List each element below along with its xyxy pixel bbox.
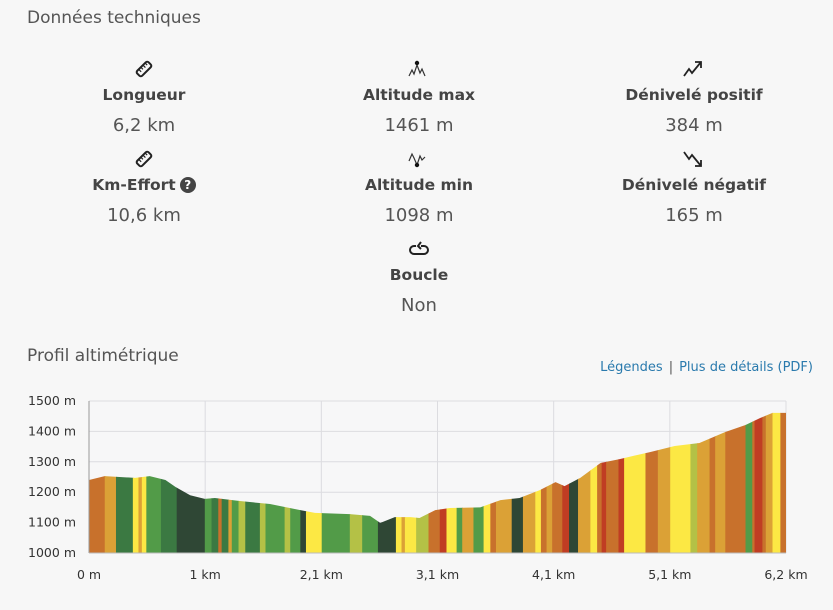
stat-altitude-min: Altitude min 1098 m	[289, 148, 549, 226]
y-tick-label: 1100 m	[28, 515, 76, 530]
altitude-max-icon	[289, 58, 549, 80]
x-tick-label: 6,2 km	[764, 567, 807, 582]
profile-title: Profil altimétrique	[27, 346, 179, 366]
slope-segment	[780, 412, 786, 553]
y-tick-label: 1500 m	[28, 393, 76, 408]
stat-km-effort: Km-Effort? 10,6 km	[14, 148, 274, 226]
slope-segment	[715, 412, 726, 553]
slope-segment	[709, 412, 716, 553]
x-tick-label: 0 m	[77, 567, 101, 582]
slope-segment	[590, 412, 598, 553]
elevation-gain-icon	[564, 58, 824, 80]
y-tick-label: 1000 m	[28, 545, 76, 560]
stat-altitude-max: Altitude max 1461 m	[289, 58, 549, 136]
x-tick-label: 3,1 km	[416, 567, 459, 582]
slope-segment	[601, 412, 607, 553]
slope-segment	[132, 412, 140, 553]
slope-segment	[772, 412, 781, 553]
stat-label: Boucle	[389, 266, 449, 284]
slope-segment	[765, 412, 774, 553]
slope-segment	[754, 412, 763, 553]
slope-segment	[618, 412, 625, 553]
stat-longueur: Longueur 6,2 km	[14, 58, 274, 136]
y-tick-label: 1300 m	[28, 454, 76, 469]
stat-label: Altitude min	[365, 176, 473, 194]
help-icon[interactable]: ?	[179, 177, 196, 193]
x-tick-label: 1 km	[189, 567, 220, 582]
loop-icon	[289, 238, 549, 260]
stat-label: Km-Effort	[92, 176, 176, 194]
stat-value: 1098 m	[384, 205, 454, 226]
slope-segment	[138, 412, 143, 553]
stat-label: Longueur	[102, 86, 186, 104]
legend-link[interactable]: Légendes	[600, 360, 663, 375]
section-title: Données techniques	[27, 8, 201, 28]
slope-segment	[697, 412, 711, 553]
slope-segment	[141, 412, 147, 553]
ruler-icon	[14, 58, 274, 80]
slope-segment	[690, 412, 698, 553]
slope-segment	[597, 412, 603, 553]
x-tick-label: 2,1 km	[300, 567, 343, 582]
slope-segment	[752, 412, 756, 553]
stat-value: 6,2 km	[112, 115, 176, 136]
x-tick-label: 4,1 km	[532, 567, 575, 582]
slope-segment	[725, 412, 747, 553]
stat-value: 10,6 km	[107, 205, 181, 226]
slope-segment	[745, 412, 753, 553]
ruler-icon	[14, 148, 274, 170]
slope-segment	[569, 412, 579, 553]
stat-value: 165 m	[665, 205, 723, 226]
stat-label: Altitude max	[362, 86, 476, 104]
slope-segment	[670, 412, 692, 553]
stat-label: Dénivelé négatif	[621, 176, 767, 194]
altitude-min-icon	[289, 148, 549, 170]
elevation-loss-icon	[564, 148, 824, 170]
stat-value: Non	[401, 295, 437, 316]
stat-label: Dénivelé positif	[625, 86, 763, 104]
profile-links: Légendes | Plus de détails (PDF)	[600, 360, 813, 375]
stat-d-nivel-n-gatif: Dénivelé négatif 165 m	[564, 148, 824, 226]
stat-boucle: Boucle Non	[289, 238, 549, 316]
y-tick-label: 1400 m	[28, 423, 76, 438]
stat-d-nivel-positif: Dénivelé positif 384 m	[564, 58, 824, 136]
separator: |	[668, 360, 674, 375]
pdf-details-link[interactable]: Plus de détails (PDF)	[679, 360, 813, 375]
x-tick-label: 5,1 km	[648, 567, 691, 582]
stat-value: 384 m	[665, 115, 723, 136]
slope-segment	[104, 412, 117, 553]
slope-segment	[762, 412, 767, 553]
y-tick-label: 1200 m	[28, 484, 76, 499]
stat-value: 1461 m	[384, 115, 454, 136]
